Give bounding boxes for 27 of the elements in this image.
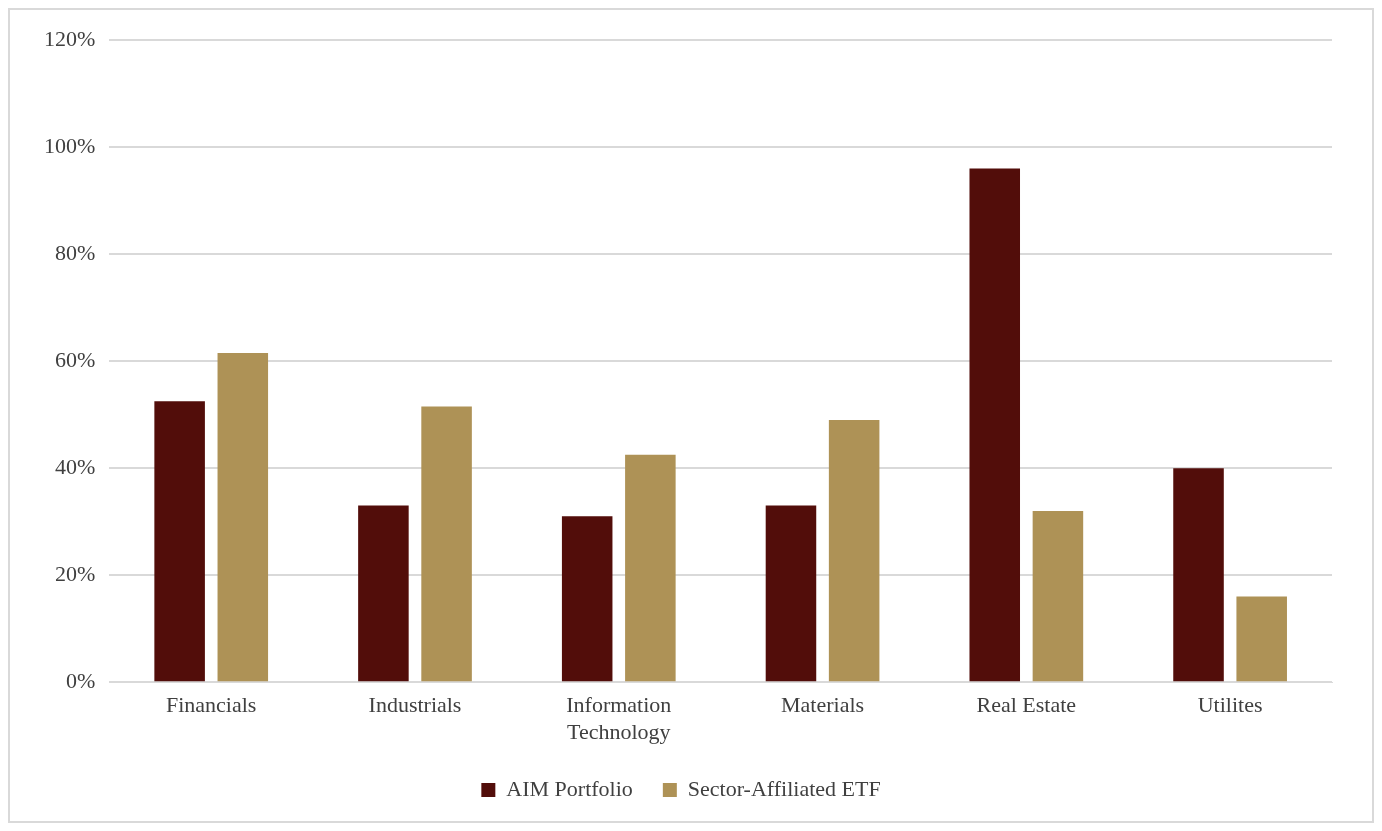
x-tick-label: Materials bbox=[781, 692, 865, 718]
y-tick-label: 0% bbox=[66, 667, 96, 693]
x-tick-label: Industrials bbox=[368, 692, 462, 718]
bar bbox=[217, 353, 269, 682]
legend-label: Sector-Affiliated ETF bbox=[687, 775, 881, 801]
x-tick-label: Financials bbox=[166, 692, 257, 718]
y-tick-label: 80% bbox=[55, 239, 96, 265]
bar bbox=[625, 454, 676, 682]
bar bbox=[561, 516, 613, 682]
y-tick-label: 100% bbox=[44, 132, 96, 158]
bar bbox=[1173, 468, 1224, 682]
y-tick-label: 60% bbox=[55, 346, 96, 372]
legend-label: AIM Portfolio bbox=[506, 775, 633, 801]
bar bbox=[1032, 510, 1084, 682]
y-tick-label: 120% bbox=[44, 25, 96, 51]
bar bbox=[421, 406, 472, 682]
bar bbox=[828, 419, 880, 682]
bar bbox=[154, 401, 205, 682]
bar bbox=[765, 505, 817, 682]
x-tick-label: Utilites bbox=[1197, 692, 1263, 718]
bar bbox=[358, 505, 409, 682]
bar bbox=[969, 168, 1021, 682]
x-tick-label: Real Estate bbox=[976, 692, 1077, 718]
y-tick-label: 40% bbox=[55, 453, 96, 479]
x-tick-label: Information Technology bbox=[566, 692, 672, 744]
y-tick-label: 20% bbox=[55, 560, 96, 586]
bar bbox=[1236, 596, 1287, 682]
